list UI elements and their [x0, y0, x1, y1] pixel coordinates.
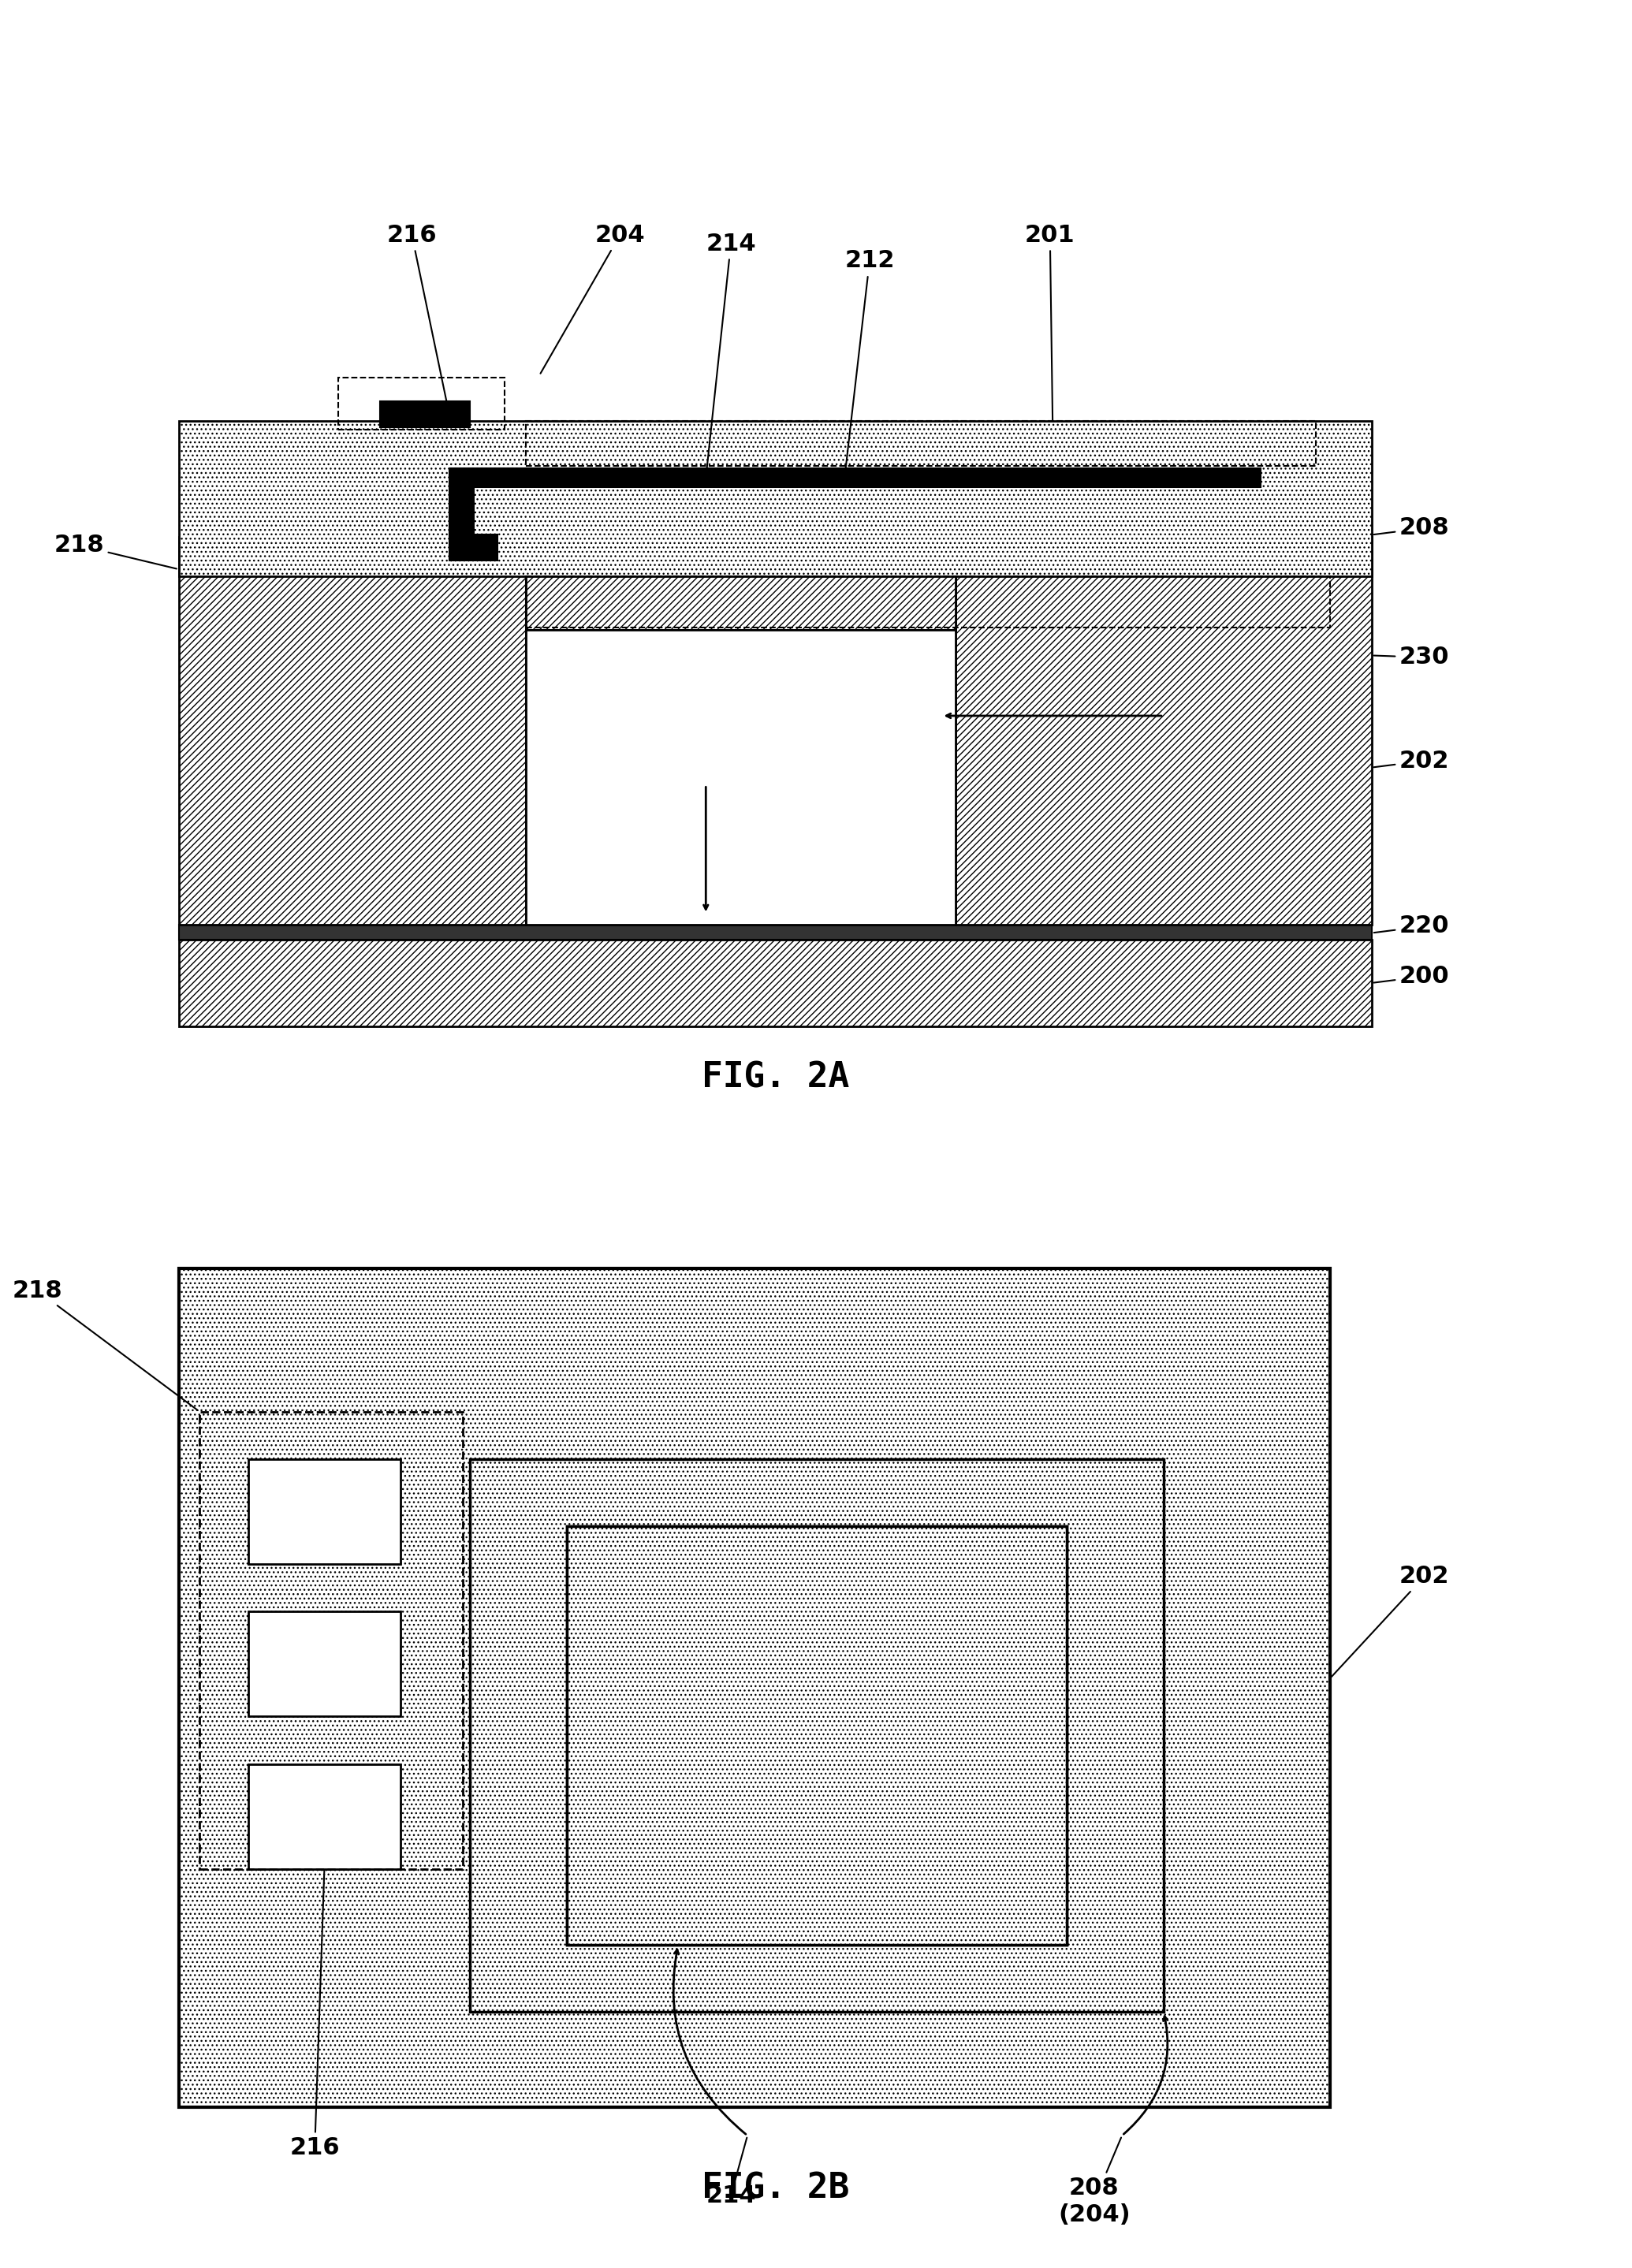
Text: 202: 202	[1374, 748, 1449, 771]
Text: 218: 218	[54, 533, 176, 569]
Bar	[199, 1411, 463, 1869]
Bar	[338, 379, 504, 429]
Bar	[380, 401, 470, 426]
Text: 200: 200	[1374, 964, 1449, 987]
Text: 216: 216	[387, 225, 449, 413]
Bar	[526, 469, 1262, 488]
Bar	[449, 469, 526, 488]
Text: FIG. 2A: FIG. 2A	[702, 1061, 849, 1093]
Bar	[248, 1765, 400, 1869]
Bar	[568, 1526, 1067, 1946]
Bar	[526, 538, 956, 631]
Text: 216: 216	[290, 1871, 339, 2159]
Bar	[180, 538, 526, 925]
Text: 204: 204	[540, 225, 645, 374]
Bar	[180, 939, 1371, 1025]
Bar	[568, 1526, 1067, 1946]
Bar	[180, 925, 1371, 939]
Text: 208: 208	[1374, 517, 1449, 540]
Bar	[956, 538, 1373, 925]
Text: 214: 214	[707, 2139, 756, 2207]
Text: 218: 218	[11, 1279, 197, 1411]
Bar	[526, 576, 1330, 628]
Bar	[526, 422, 1317, 465]
Text: 214: 214	[707, 231, 756, 476]
Bar	[180, 422, 1371, 576]
Bar	[180, 1268, 1330, 2107]
Text: 220: 220	[1374, 914, 1449, 937]
Text: 230: 230	[1374, 646, 1449, 669]
Bar	[449, 535, 498, 560]
Bar	[470, 1458, 1164, 2012]
Text: 212: 212	[845, 249, 894, 476]
Bar	[449, 488, 475, 535]
Bar	[248, 1613, 400, 1717]
Text: FIG. 2B: FIG. 2B	[702, 2173, 849, 2204]
Text: 201: 201	[1025, 225, 1075, 420]
Bar	[248, 1458, 400, 1565]
Bar	[526, 631, 956, 925]
Text: 202: 202	[1332, 1565, 1449, 1676]
Text: 208
(204): 208 (204)	[1058, 2136, 1131, 2225]
